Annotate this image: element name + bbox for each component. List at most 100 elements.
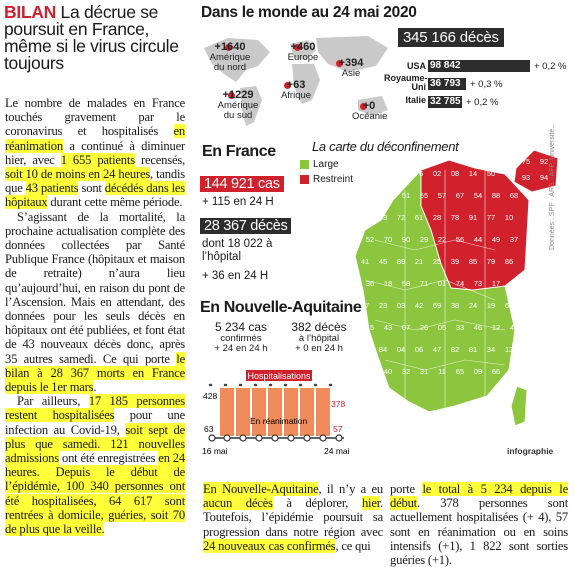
highlight: aucun décès xyxy=(203,496,273,511)
department-number: 58 xyxy=(402,279,410,288)
bubble-label: Amérique du nord xyxy=(209,52,251,73)
text: . Toutefois, l’épidémie poursuit sa prog… xyxy=(203,496,383,539)
bubble-dot xyxy=(336,60,343,67)
department-number: 10 xyxy=(505,213,513,222)
department-number: 26 xyxy=(420,323,428,332)
department-number: 93 xyxy=(522,173,530,182)
na-cases: 5 234 cas xyxy=(214,320,268,334)
department-number: 2B xyxy=(360,389,369,398)
text: Par ailleurs, xyxy=(17,394,89,409)
rea-point xyxy=(319,434,327,442)
world-title: Dans le monde au 24 mai 2020 xyxy=(201,4,417,21)
department-number: 62 xyxy=(361,169,369,178)
department-number: 09 xyxy=(474,367,482,376)
department-number: 60 xyxy=(366,191,374,200)
bubble-value: +0 xyxy=(362,100,376,112)
chart-date-end: 24 mai xyxy=(324,446,350,456)
department-number: 30 xyxy=(361,345,369,354)
rea-point xyxy=(303,434,311,442)
bubble-dot xyxy=(360,103,367,110)
department-number: 39 xyxy=(451,257,459,266)
headline-keyword: BILAN xyxy=(4,2,56,22)
department-number: 70 xyxy=(384,235,392,244)
highlight: hier xyxy=(361,496,381,511)
department-number: 32 xyxy=(402,367,410,376)
map-red-region xyxy=(420,160,530,291)
department-number: 71 xyxy=(420,279,428,288)
department-number: 74 xyxy=(456,279,464,288)
rea-point xyxy=(335,434,343,442)
bubble-value: +1640 xyxy=(214,41,246,53)
rea-end: 57 xyxy=(333,424,343,434)
country-name-uk: Royaume-Uni xyxy=(384,73,428,92)
department-number: 05 xyxy=(438,323,446,332)
bubble-europe: +460 Europe xyxy=(282,42,324,63)
department-number: 15 xyxy=(366,323,374,332)
department-number: 24 xyxy=(469,301,477,310)
department-number: 77 xyxy=(487,213,495,222)
department-number: 61 xyxy=(415,213,423,222)
department-number: 47 xyxy=(433,345,441,354)
department-number: 27 xyxy=(505,169,513,178)
department-number: 68 xyxy=(510,191,518,200)
country-bar-italy: 32 785 xyxy=(428,96,462,108)
map-source: Données : SPF · ARS · AFP, Université... xyxy=(549,122,556,250)
bubble-dot xyxy=(228,92,235,99)
france-hosp-delta: + 36 en 24 H xyxy=(202,270,269,282)
hosp-label: Hospitalisations xyxy=(247,371,311,381)
department-number: 13 xyxy=(505,345,513,354)
hosp-label-bg xyxy=(246,370,312,381)
paris-inset-map: 75 92 93 94 xyxy=(513,149,559,193)
bubble-dot xyxy=(225,44,232,51)
bubble-asia: +394 Asie xyxy=(334,58,368,79)
department-number: 64 xyxy=(510,367,518,376)
paragraph-3: Par ailleurs, 17 185 personnes restent h… xyxy=(5,394,185,537)
bubble-label: Asie xyxy=(341,68,361,79)
department-number: 48 xyxy=(510,323,518,332)
highlight: soit 10 de moins en 24 heures xyxy=(5,167,151,182)
france-hosp: dont 18 022 à l’hôpital xyxy=(202,238,273,263)
bubble-africa: +63 Afrique xyxy=(280,80,312,101)
headline: BILAN La décrue se poursuit en France, m… xyxy=(4,2,196,72)
hosp-bar xyxy=(268,388,282,436)
rea-point xyxy=(271,434,279,442)
department-number: 50 xyxy=(487,169,495,178)
department-number: 02 xyxy=(433,169,441,178)
france-deaths: 28 367 décès xyxy=(200,218,292,234)
map-corsica xyxy=(510,385,528,427)
department-number: 41 xyxy=(361,257,369,266)
legend-swatch-red xyxy=(300,174,309,184)
text: a continué à diminuer hier, avec xyxy=(5,138,185,167)
department-number: 76 xyxy=(415,169,423,178)
department-number: 44 xyxy=(474,235,482,244)
text: durant cette même période. xyxy=(47,195,183,210)
hosp-bar xyxy=(284,388,298,436)
country-labels: USA Royaume-Uni Italie xyxy=(384,60,428,110)
department-number: 86 xyxy=(505,257,513,266)
hosp-bar xyxy=(236,388,250,436)
legend-large: Large xyxy=(300,159,339,170)
text: ont été enregistrées xyxy=(58,451,159,466)
department-number: 73 xyxy=(474,279,482,288)
rea-start: 63 xyxy=(204,424,214,434)
article-body-right: porte le total à 5 234 depuis le début. … xyxy=(390,482,568,567)
infographie-credit: infographie xyxy=(507,446,554,456)
department-number: 79 xyxy=(487,257,495,266)
hosp-start: 428 xyxy=(203,391,217,401)
department-number: 04 xyxy=(397,345,405,354)
department-number: 88 xyxy=(492,191,500,200)
department-number: 87 xyxy=(361,301,369,310)
department-number: 53 xyxy=(379,213,387,222)
rea-points xyxy=(208,434,343,442)
text: sont xyxy=(78,181,105,196)
text: pour une infection au Covid-19, xyxy=(5,408,185,437)
na-cases-block: 5 234 cas confirmés + 24 en 24 h xyxy=(204,320,278,354)
legend-label: Large xyxy=(313,159,339,170)
rea-point xyxy=(287,434,295,442)
department-number: 63 xyxy=(505,301,513,310)
department-number: 42 xyxy=(415,301,423,310)
department-number: 69 xyxy=(433,301,441,310)
department-number: 38 xyxy=(451,301,459,310)
country-name-italy: Italie xyxy=(405,95,426,105)
department-number: 51 xyxy=(402,191,410,200)
